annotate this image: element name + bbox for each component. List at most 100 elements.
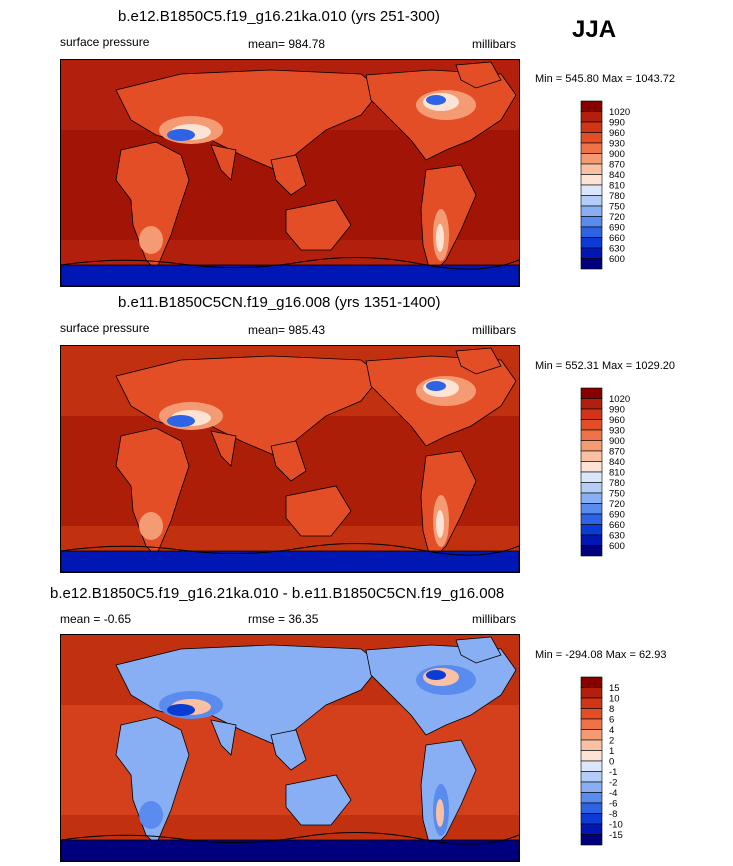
colorbar-tick-label: 600: [609, 254, 625, 265]
colorbar-tick-label: 8: [609, 704, 614, 715]
antarctic-coastline: [61, 831, 519, 845]
colorbar-swatch: [580, 792, 603, 804]
colorbar-swatch: [580, 153, 603, 165]
panel-1-units-label: millibars: [472, 37, 517, 51]
continent-region: [270, 440, 307, 482]
colorbar-swatch: [580, 750, 603, 762]
panel-3-mean-label: mean = -0.65: [60, 612, 132, 626]
colorbar-tick-label: 720: [609, 212, 625, 223]
colorbar-tick-label: 4: [609, 725, 614, 736]
colorbar-tick-label: -2: [609, 777, 617, 788]
colorbar-tick-label: 600: [609, 541, 625, 552]
colorbar-swatch: [580, 429, 603, 441]
colorbar-tick-label: 810: [609, 180, 625, 191]
continent-region: [210, 430, 237, 467]
continent-region: [285, 199, 352, 251]
colorbar-tick-label: 870: [609, 159, 625, 170]
colorbar-swatch: [580, 834, 603, 846]
panel-2-colorbar: 1020 990 960 930 900 870 840 810 780 750 720 690 660…: [580, 387, 671, 568]
colorbar-tick-label: 900: [609, 149, 625, 160]
colorbar-swatch: [580, 184, 603, 196]
panel-2-map: [60, 345, 520, 573]
low-region: [167, 129, 195, 141]
continent-region: [270, 729, 307, 771]
continent-region: [285, 774, 352, 826]
colorbar-swatch: [580, 461, 603, 473]
highland-region: [139, 512, 163, 540]
panel-2-variable-label: surface pressure: [60, 321, 150, 335]
colorbar-tick-label: 1020: [609, 394, 630, 405]
colorbar-tick-label: 690: [609, 222, 625, 233]
colorbar-swatch: [580, 534, 603, 546]
colorbar-tick-label: -15: [609, 830, 623, 841]
panel-1-colorbar: 1020 990 960 930 900 870 840 810 780 750 720 690 660…: [580, 100, 671, 281]
colorbar-tick-label: 930: [609, 138, 625, 149]
continent-region: [455, 347, 502, 375]
panel-3-colorbar: 15 10 8 6 4 2 1 0 -1 -2 -4 -6 -8 -10 -15: [580, 676, 671, 857]
colorbar-swatch: [580, 503, 603, 515]
colorbar-swatch: [580, 687, 603, 699]
colorbar-tick-label: 6: [609, 714, 614, 725]
colorbar-tick-label: 870: [609, 446, 625, 457]
colorbar-swatch: [580, 121, 603, 133]
colorbar-swatch: [580, 111, 603, 123]
colorbar-tick-label: 660: [609, 233, 625, 244]
colorbar-swatch: [580, 823, 603, 835]
continent-region: [455, 61, 502, 89]
colorbar-tick-label: 990: [609, 117, 625, 128]
panel-1-map-svg: [61, 60, 519, 286]
colorbar-tick-label: 1: [609, 746, 614, 757]
colorbar-tick-label: 930: [609, 425, 625, 436]
antarctic-coastline: [61, 256, 519, 270]
continent-region: [210, 719, 237, 756]
colorbar-tick-label: -4: [609, 788, 617, 799]
panel-3-map: [60, 634, 520, 862]
panel-3-map-svg: [61, 635, 519, 861]
highland-region: [139, 801, 163, 829]
colorbar-swatch: [580, 195, 603, 207]
continent-region: [270, 154, 307, 196]
panel-3-units-label: millibars: [472, 612, 517, 626]
colorbar-swatch: [580, 545, 603, 557]
colorbar-tick-label: 960: [609, 128, 625, 139]
colorbar-tick-label: -10: [609, 819, 623, 830]
panel-2-mean-label: mean= 985.43: [248, 323, 326, 337]
colorbar-swatch: [580, 205, 603, 217]
low-region: [167, 704, 195, 716]
colorbar-tick-label: -1: [609, 767, 617, 778]
colorbar-swatch: [580, 676, 603, 688]
colorbar-tick-label: -6: [609, 798, 617, 809]
low-region: [426, 95, 446, 105]
colorbar-tick-label: 990: [609, 404, 625, 415]
colorbar-swatch: [580, 771, 603, 783]
colorbar-swatch: [580, 237, 603, 249]
panel-2-title: b.e11.B1850C5CN.f19_g16.008 (yrs 1351-14…: [118, 294, 441, 311]
colorbar-tick-label: 660: [609, 520, 625, 531]
colorbar-swatch: [580, 142, 603, 154]
colorbar-swatch: [580, 760, 603, 772]
panel-1-minmax: Min = 545.80 Max = 1043.72: [535, 73, 676, 85]
highland-region: [139, 226, 163, 254]
colorbar-tick-label: 15: [609, 683, 620, 694]
colorbar-tick-label: 630: [609, 530, 625, 541]
low-region: [167, 415, 195, 427]
colorbar-swatch: [580, 524, 603, 536]
low-region: [426, 381, 446, 391]
colorbar-swatch: [580, 718, 603, 730]
colorbar-swatch: [580, 398, 603, 410]
colorbar-swatch: [580, 163, 603, 175]
colorbar-tick-label: 810: [609, 467, 625, 478]
colorbar-swatch: [580, 739, 603, 751]
colorbar-swatch: [580, 471, 603, 483]
colorbar-swatch: [580, 482, 603, 494]
colorbar-swatch: [580, 408, 603, 420]
colorbar-swatch: [580, 450, 603, 462]
peak-region: [436, 799, 444, 827]
colorbar-swatch: [580, 802, 603, 814]
colorbar-swatch: [580, 419, 603, 431]
colorbar-swatch: [580, 781, 603, 793]
colorbar-swatch: [580, 226, 603, 238]
colorbar-swatch: [580, 258, 603, 270]
colorbar-tick-label: 0: [609, 756, 614, 767]
